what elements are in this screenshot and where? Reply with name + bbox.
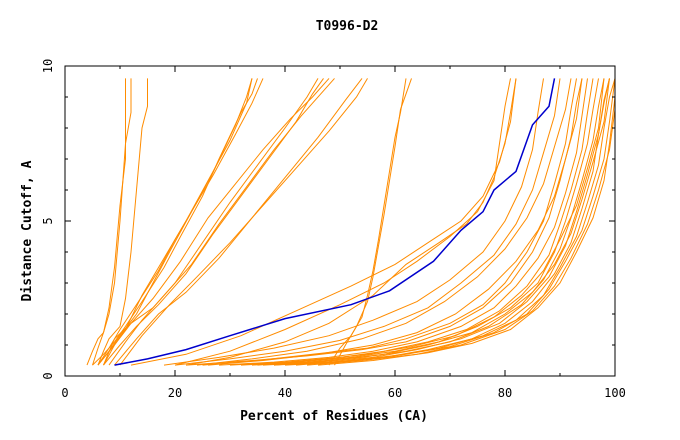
x-tick-label: 40	[278, 386, 292, 400]
model-line-9	[103, 78, 324, 366]
model-line-34	[317, 78, 616, 366]
x-tick-label: 100	[604, 386, 626, 400]
model-line-13	[119, 78, 368, 366]
model-line-22	[229, 78, 594, 366]
model-line-23	[240, 78, 599, 366]
chart-title: T0996-D2	[316, 19, 379, 34]
model-line-10	[108, 78, 335, 366]
model-line-2	[92, 78, 126, 366]
model-line-12	[114, 78, 363, 366]
model-line-11	[97, 78, 330, 366]
model-line-33	[163, 78, 544, 366]
model-line-30	[207, 78, 583, 366]
x-axis-ticks: 0 20 40 60 80 100	[61, 66, 626, 400]
model-line-25	[262, 78, 610, 366]
y-axis-ticks: 0 5 10	[41, 59, 615, 380]
x-tick-label: 0	[61, 386, 68, 400]
model-line-24	[251, 78, 605, 366]
model-line-32	[174, 78, 561, 366]
model-line-8	[103, 78, 319, 366]
model-line-36	[273, 78, 610, 366]
model-line-7	[97, 78, 253, 366]
highlight-line	[114, 78, 556, 366]
x-tick-label: 20	[168, 386, 182, 400]
model-line-28	[295, 78, 616, 366]
y-axis-label: Distance Cutoff, A	[20, 160, 35, 301]
model-line-26	[273, 78, 610, 366]
model-line-4	[92, 78, 258, 366]
model-line-15	[334, 78, 412, 366]
model-line-17	[174, 78, 511, 366]
x-tick-label: 60	[388, 386, 402, 400]
model-line-1	[86, 78, 132, 366]
plot-lines	[86, 78, 616, 366]
highlight-line-group	[114, 78, 556, 366]
model-line-21	[218, 78, 588, 366]
y-tick-label: 10	[41, 59, 55, 73]
model-line-3	[97, 78, 148, 366]
model-line-35	[257, 78, 605, 366]
model-line-20	[185, 78, 583, 366]
model-line-31	[196, 78, 572, 366]
y-tick-label: 0	[41, 372, 55, 379]
x-axis-label: Percent of Residues (CA)	[240, 409, 428, 424]
x-tick-label: 80	[498, 386, 512, 400]
y-tick-label: 5	[41, 217, 55, 224]
model-line-18	[130, 78, 517, 366]
